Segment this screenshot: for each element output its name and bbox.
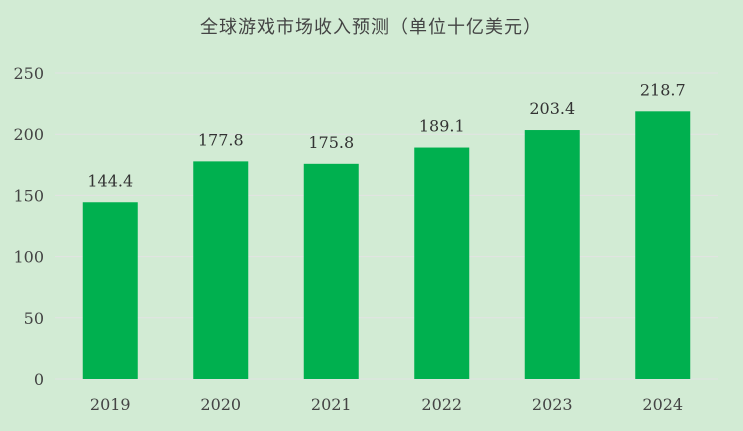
y-tick-label: 0: [34, 370, 44, 389]
chart-title: 全球游戏市场收入预测（单位十亿美元）: [200, 17, 542, 38]
x-tick-label-2020: 2020: [200, 395, 241, 414]
y-tick-label: 200: [13, 125, 44, 144]
gridlines: [55, 72, 718, 380]
y-axis-ticks: 0 50 100 150 200 250: [13, 64, 44, 389]
bar-2021: [303, 163, 359, 379]
bar-2023: [524, 130, 580, 379]
data-label-2022: 189.1: [419, 117, 465, 136]
data-label-2019: 144.4: [87, 171, 133, 190]
bar-2024: [635, 111, 691, 379]
y-tick-label: 100: [13, 248, 44, 267]
bar-2022: [414, 147, 470, 379]
x-tick-label-2021: 2021: [311, 395, 352, 414]
y-tick-label: 150: [13, 186, 44, 205]
y-tick-label: 50: [24, 309, 44, 328]
bar-2019: [82, 202, 138, 379]
x-axis-ticks: 2019 2020 2021 2022 2023 2024: [90, 395, 683, 414]
bar-2020: [193, 161, 249, 379]
x-tick-label-2023: 2023: [532, 395, 573, 414]
data-labels: 144.4 177.8 175.8 189.1 203.4 218.7: [87, 80, 685, 190]
data-label-2024: 218.7: [640, 80, 686, 99]
bars: [82, 111, 691, 379]
x-tick-label-2024: 2024: [642, 395, 683, 414]
data-label-2021: 175.8: [308, 133, 354, 152]
y-tick-label: 250: [13, 64, 44, 83]
data-label-2023: 203.4: [529, 99, 575, 118]
x-tick-label-2022: 2022: [421, 395, 462, 414]
data-label-2020: 177.8: [198, 130, 244, 149]
x-tick-label-2019: 2019: [90, 395, 131, 414]
